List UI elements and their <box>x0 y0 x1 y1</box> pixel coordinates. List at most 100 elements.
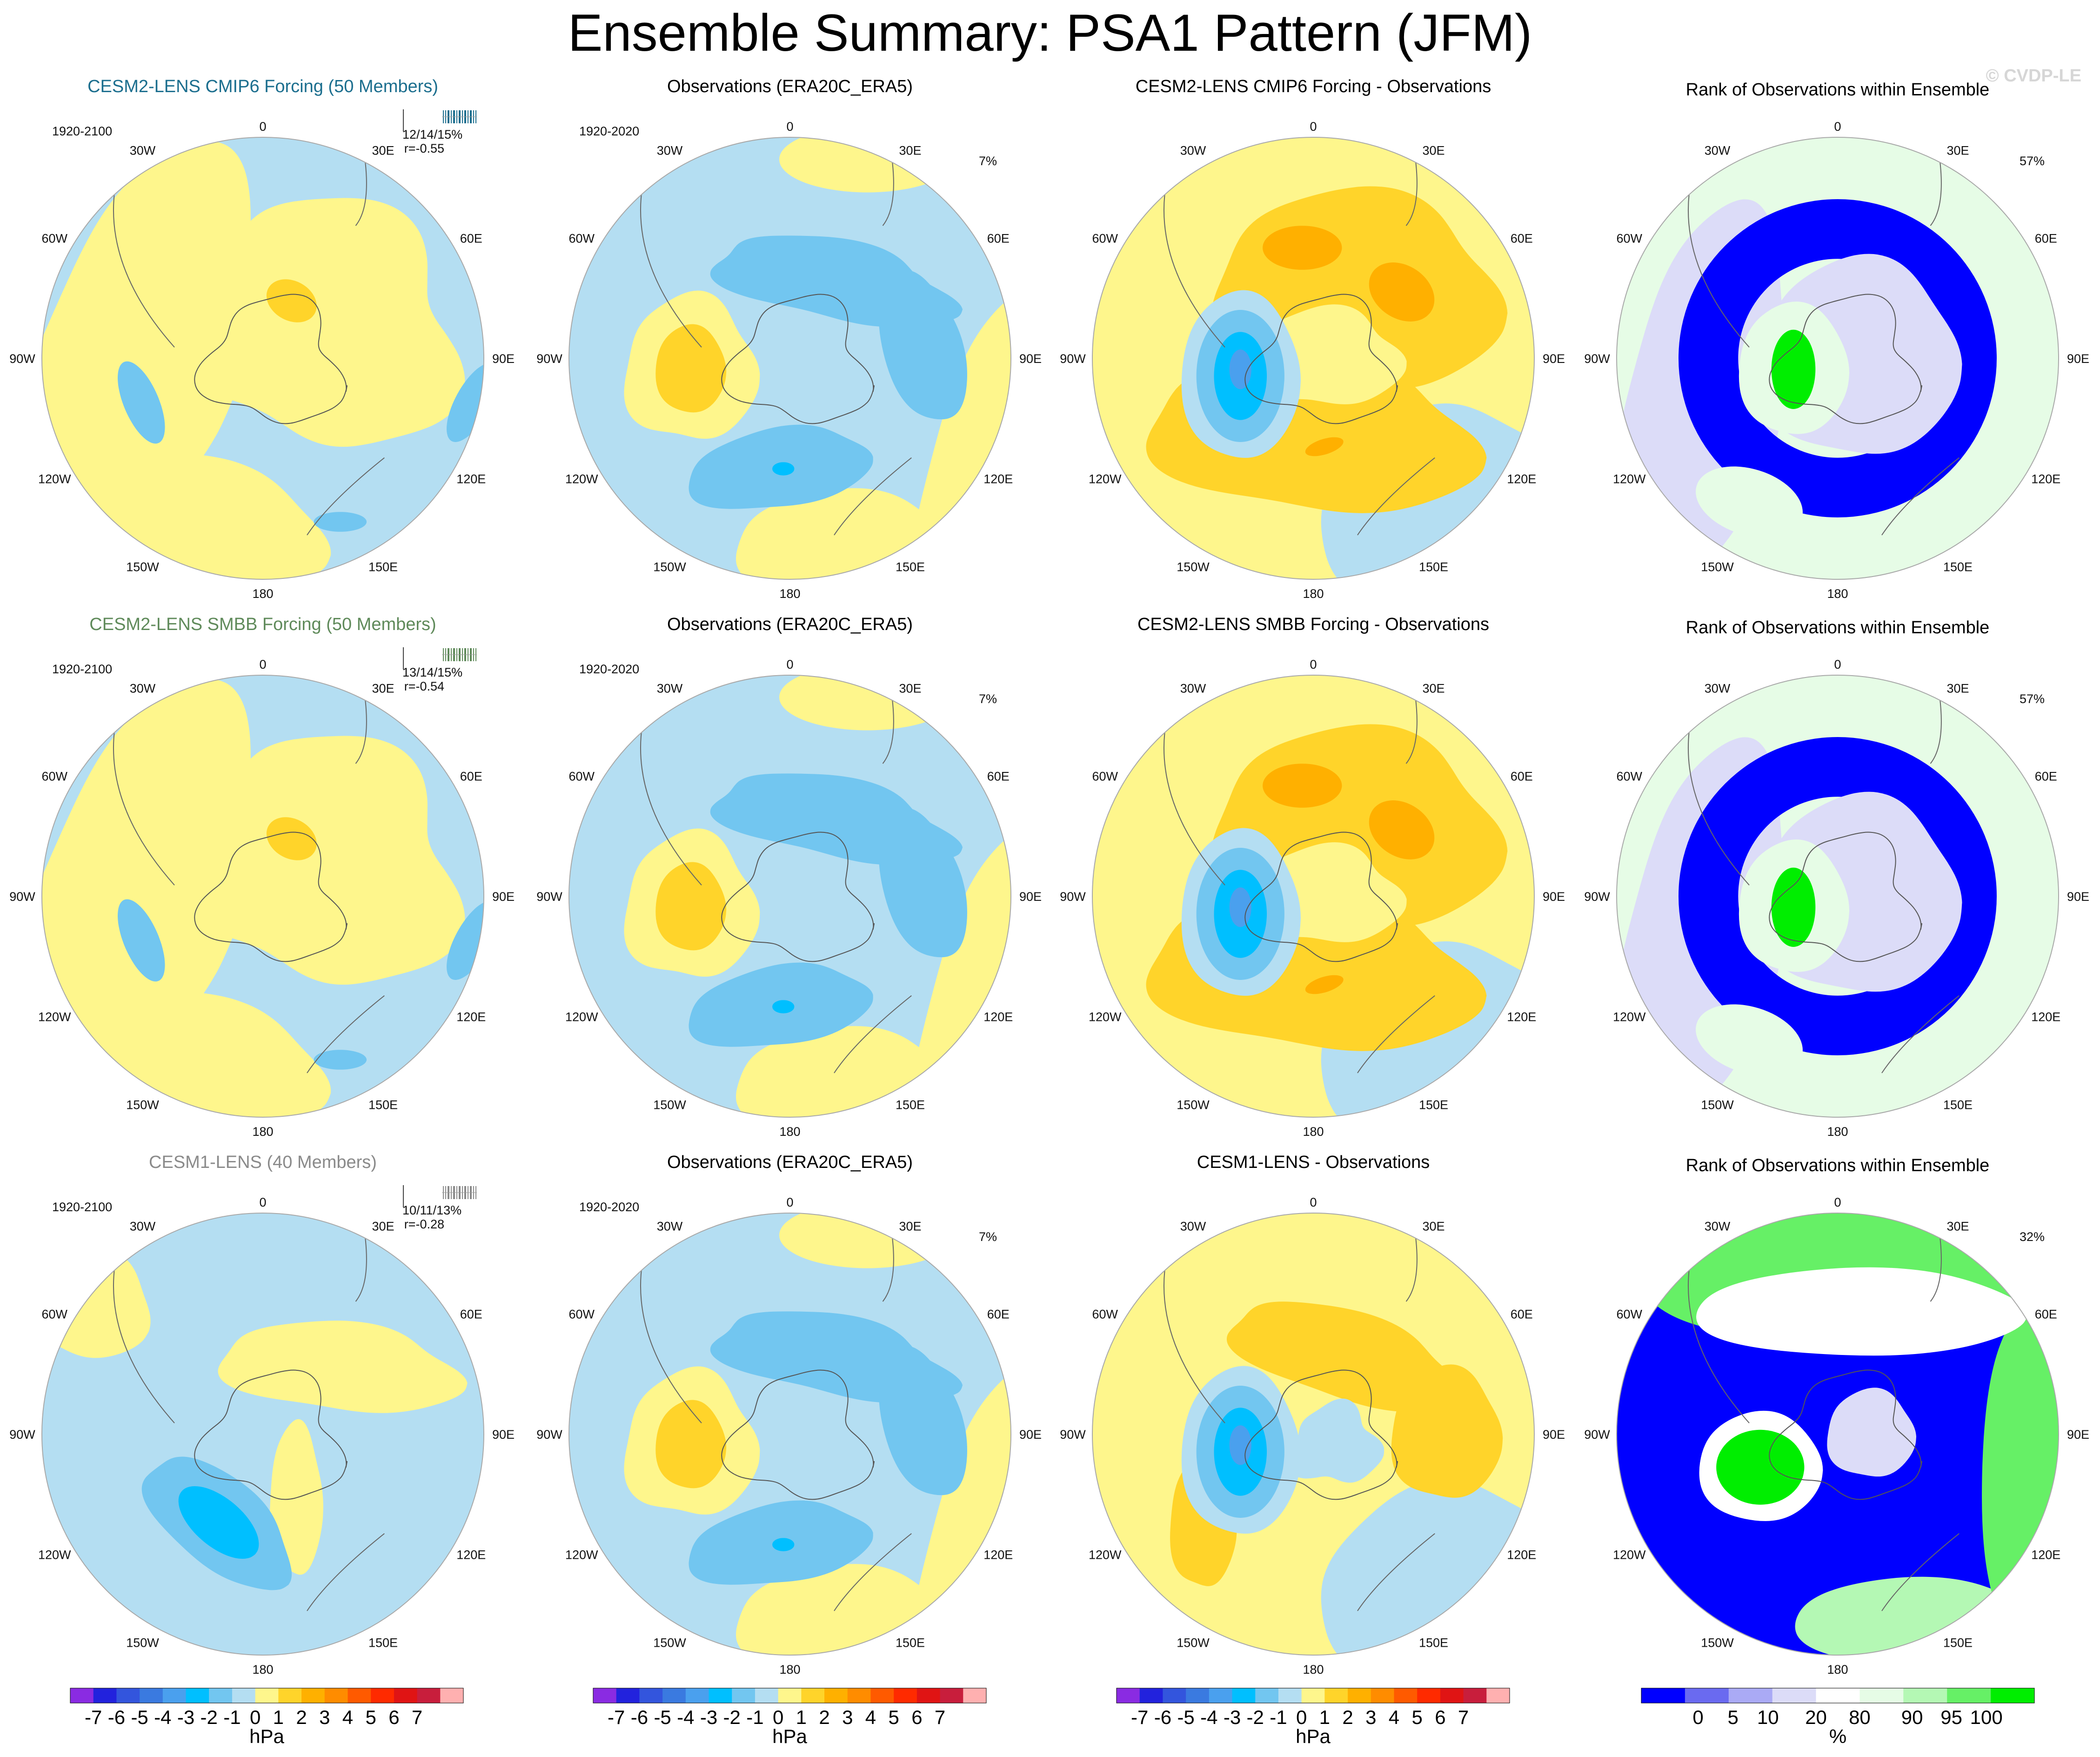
lon-label-west: 60W <box>41 1308 67 1321</box>
contour-field <box>1092 675 1534 1117</box>
lon-label-east: 30E <box>899 1219 921 1233</box>
lon-label-east: 120E <box>456 1010 486 1024</box>
lon-label-west: 90W <box>536 1428 562 1442</box>
lon-label-west: 30W <box>1705 143 1731 157</box>
continent-outline <box>1244 294 1398 424</box>
colorbar-tick: -7 <box>1131 1706 1148 1728</box>
continent-outline <box>307 457 385 536</box>
lon-label-east: 60E <box>1511 1308 1533 1321</box>
colorbar-swatch <box>440 1688 464 1703</box>
lon-label-0: 0 <box>786 120 793 134</box>
lon-label-180: 180 <box>1303 1663 1324 1677</box>
lon-label-east: 60E <box>2035 770 2057 784</box>
colorbar-swatch <box>1772 1688 1817 1703</box>
continent-outline <box>194 1369 348 1500</box>
colorbar-swatch <box>301 1688 325 1703</box>
colorbar-tick: 80 <box>1849 1706 1871 1728</box>
contour-field <box>42 137 484 579</box>
lon-label-east: 60E <box>987 1308 1010 1321</box>
colorbar-tick: -4 <box>677 1706 694 1728</box>
map-panel-obs: 0 180 30E 30W 60E 60W 90E 90W 120E 120W 150E 150W Ob… <box>536 77 1042 601</box>
map-panel-rank: 0 180 30E 30W 60E 60W 90E 90W 120E 120W 150E 150W Ra… <box>1584 618 2089 1139</box>
period-label: 1920-2020 <box>579 1200 639 1214</box>
map-panel-model: 0 180 30E 30W 60E 60W 90E 90W 120E 120W 150E 150W CE… <box>9 615 515 1139</box>
colorbar-swatch <box>709 1688 732 1703</box>
colorbar-swatch <box>847 1688 871 1703</box>
panel-title: Observations (ERA20C_ERA5) <box>667 77 913 96</box>
lon-label-east: 150E <box>896 1636 925 1650</box>
map-panel-rank: 0 180 30E 30W 60E 60W 90E 90W 120E 120W 150E 150W Ra… <box>1584 1156 2089 1677</box>
colorbar-swatch <box>348 1688 371 1703</box>
lon-label-east: 120E <box>983 1548 1013 1562</box>
variance-pct: 7% <box>979 1230 997 1244</box>
panel-title: CESM1-LENS (40 Members) <box>149 1153 377 1172</box>
map-border <box>1616 137 2059 580</box>
lon-label-0: 0 <box>1310 1195 1317 1209</box>
lon-label-west: 90W <box>9 890 35 904</box>
lon-label-west: 30W <box>130 143 156 157</box>
lon-label-west: 120W <box>38 472 71 486</box>
lon-label-east: 90E <box>1543 1428 1565 1442</box>
contour-field <box>569 675 1011 1117</box>
lon-label-east: 60E <box>2035 1308 2057 1321</box>
colorbar-swatch <box>1255 1688 1279 1703</box>
lon-label-east: 150E <box>368 1098 398 1112</box>
lon-label-west: 90W <box>9 1428 35 1442</box>
colorbar-unit: % <box>1829 1725 1846 1747</box>
rms-stats: 13/14/15% <box>402 665 462 679</box>
colorbar-tick: 1 <box>796 1706 807 1728</box>
lon-label-east: 120E <box>2031 1548 2060 1562</box>
colorbar-swatch <box>1903 1688 1947 1703</box>
lon-label-180: 180 <box>1303 1125 1324 1139</box>
lon-label-west: 30W <box>1705 681 1731 695</box>
rms-stats: 10/11/13% <box>402 1203 461 1217</box>
colorbar-swatch <box>232 1688 256 1703</box>
panel-title: Rank of Observations within Ensemble <box>1686 80 1990 100</box>
contour-field <box>42 675 484 1117</box>
colorbar-swatch <box>1186 1688 1210 1703</box>
lon-label-west: 60W <box>1616 232 1642 246</box>
map-panel-diff: 0 180 30E 30W 60E 60W 90E 90W 120E 120W 150E 150W CE… <box>1060 77 1565 601</box>
continent-outline <box>1769 832 1923 962</box>
lon-label-west: 30W <box>1705 1219 1731 1233</box>
lon-label-0: 0 <box>1834 1195 1841 1209</box>
map-border <box>41 675 484 1118</box>
map-panel-rank: 0 180 30E 30W 60E 60W 90E 90W 120E 120W 150E 150W Ra… <box>1584 80 2089 601</box>
continent-outline <box>1244 832 1398 962</box>
lon-label-west: 30W <box>1180 681 1206 695</box>
colorbar-swatch <box>1232 1688 1256 1703</box>
colorbar-tick: 6 <box>1435 1706 1445 1728</box>
colorbar-swatch <box>1486 1688 1510 1703</box>
lon-label-west: 150W <box>1177 560 1210 574</box>
map-panel-model: 0 180 30E 30W 60E 60W 90E 90W 120E 120W 150E 150W CE… <box>9 77 515 601</box>
lon-label-west: 150W <box>653 1636 686 1650</box>
panel-title: CESM2-LENS SMBB Forcing - Observations <box>1137 615 1489 634</box>
lon-label-west: 150W <box>126 1098 159 1112</box>
lon-label-180: 180 <box>1827 587 1848 601</box>
colorbar-swatch <box>778 1688 802 1703</box>
colorbar-swatch <box>1117 1688 1140 1703</box>
colorbar-swatch <box>1991 1688 2035 1703</box>
colorbar-tick: 5 <box>1411 1706 1422 1728</box>
continent-outline <box>1244 1369 1398 1500</box>
lon-label-east: 30E <box>1946 681 1969 695</box>
colorbar-swatch <box>1641 1688 1685 1703</box>
map-panel-diff: 0 180 30E 30W 60E 60W 90E 90W 120E 120W 150E 150W CE… <box>1060 615 1565 1139</box>
colorbar-swatch <box>1463 1688 1487 1703</box>
colorbar-tick: 1 <box>273 1706 284 1728</box>
lon-label-180: 180 <box>779 587 800 601</box>
map-border <box>568 137 1011 580</box>
colorbar-tick: -3 <box>1224 1706 1241 1728</box>
colorbar-tick: -2 <box>1247 1706 1264 1728</box>
colorbar-tick: -2 <box>201 1706 218 1728</box>
period-label: 1920-2020 <box>579 662 639 676</box>
period-label: 1920-2100 <box>52 124 112 138</box>
colorbar-hpa-1: -7 -6 -5 -4 -3 -2 -1 0 1 2 3 4 5 6 7 hPa <box>70 1688 464 1747</box>
map-border <box>1616 675 2059 1118</box>
lon-label-west: 30W <box>130 681 156 695</box>
colorbar-tick: -7 <box>85 1706 102 1728</box>
colorbar-swatch <box>940 1688 963 1703</box>
lon-label-east: 60E <box>460 232 482 246</box>
contour-field <box>42 1213 484 1655</box>
